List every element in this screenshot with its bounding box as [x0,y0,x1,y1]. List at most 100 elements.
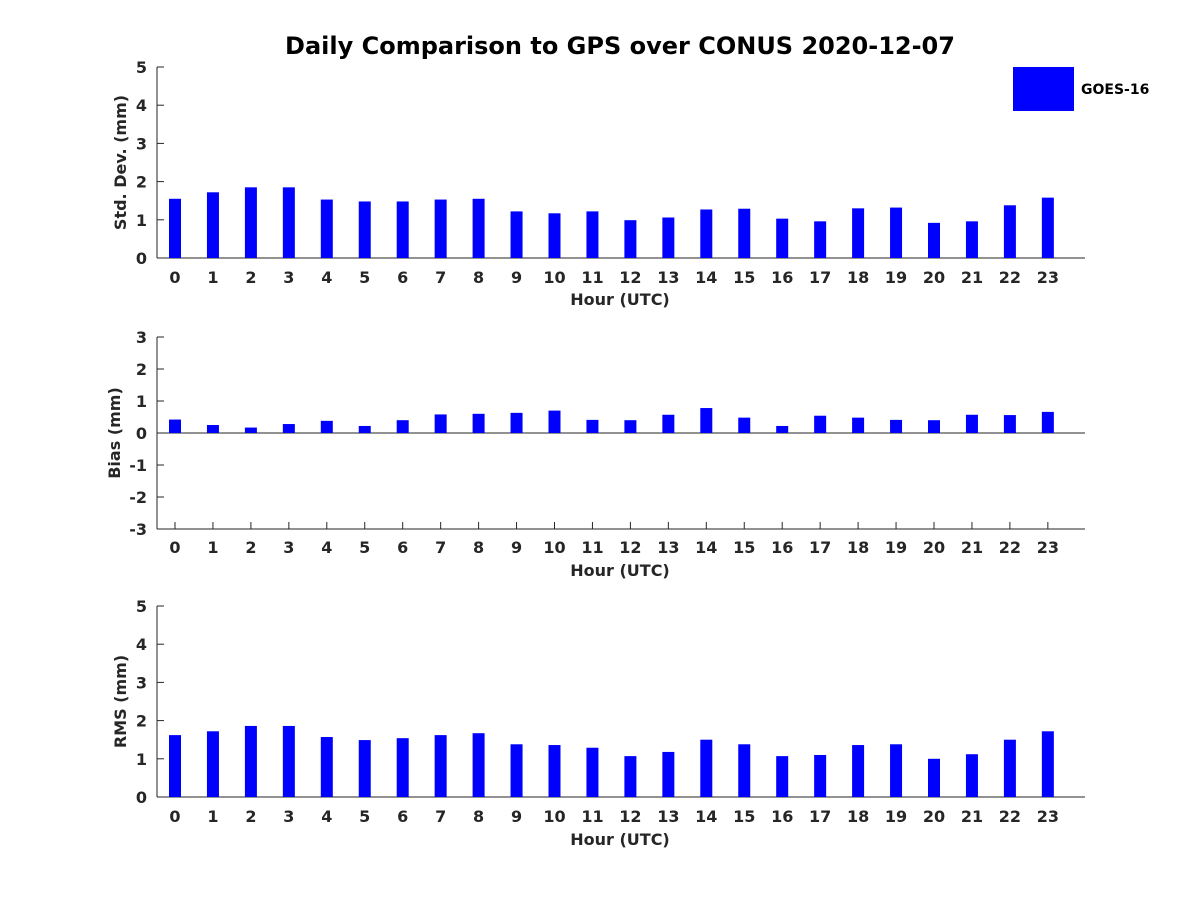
bias-x-tick-label: 0 [169,538,180,557]
rms-bar [244,725,257,797]
rms-bar [700,739,713,797]
std-bar [282,187,295,258]
bias-x-tick-label: 12 [619,538,641,557]
bias-bar [282,424,295,433]
rms-bar [890,744,903,797]
std-y-tick-label: 0 [136,249,147,268]
rms-bar [169,735,181,797]
rms-x-axis-label: Hour (UTC) [570,830,670,849]
rms-x-tick-label: 0 [169,807,180,826]
std-bar [358,201,371,258]
bias-bar [586,419,599,433]
bias-bar [510,412,523,433]
bias-bar [662,414,675,433]
std-bar [700,209,713,258]
bias-x-tick-label: 6 [397,538,408,557]
std-bar [586,211,599,258]
rms-bar [472,733,485,797]
std-bar [1003,205,1016,258]
bias-x-tick-label: 20 [923,538,945,557]
bias-bar [320,420,333,433]
rms-y-tick-label: 4 [136,635,147,654]
rms-y-tick-label: 1 [136,750,147,769]
std-bar [510,211,523,258]
rms-x-tick-label: 9 [511,807,522,826]
bias-x-tick-label: 4 [321,538,332,557]
bias-x-tick-label: 8 [473,538,484,557]
rms-x-tick-label: 18 [847,807,869,826]
bias-x-tick-label: 22 [999,538,1021,557]
bias-bar [928,420,940,433]
rms-x-tick-label: 15 [733,807,755,826]
rms-y-tick-label: 5 [136,597,147,616]
rms-y-tick-label: 3 [136,673,147,692]
rms-x-tick-label: 7 [435,807,446,826]
rms-x-tick-label: 12 [619,807,641,826]
bias-x-tick-label: 11 [581,538,603,557]
bias-y-tick-label: -2 [129,488,147,507]
bias-bar [472,413,485,433]
std-x-axis-label: Hour (UTC) [570,290,670,309]
rms-bar [852,745,865,797]
bias-bar [852,417,865,433]
rms-x-tick-label: 13 [657,807,679,826]
std-x-tick-label: 23 [1037,268,1059,287]
bias-y-tick-label: 1 [136,392,147,411]
bias-x-tick-label: 19 [885,538,907,557]
rms-x-tick-label: 21 [961,807,983,826]
rms-x-tick-label: 20 [923,807,945,826]
std-x-tick-label: 0 [169,268,180,287]
rms-bar [928,758,940,797]
bias-x-tick-label: 7 [435,538,446,557]
rms-bar [434,735,447,797]
rms-x-tick-label: 5 [359,807,370,826]
bias-x-tick-label: 10 [543,538,565,557]
rms-x-tick-label: 1 [207,807,218,826]
bias-bar [396,420,409,433]
bias-x-tick-label: 14 [695,538,717,557]
rms-bar [814,754,827,797]
bias-x-tick-label: 23 [1037,538,1059,557]
std-x-tick-label: 19 [885,268,907,287]
legend-swatch-goes16 [1013,67,1074,111]
std-bar [965,221,978,258]
std-bar [890,207,903,258]
rms-x-tick-label: 11 [581,807,603,826]
std-x-tick-label: 16 [771,268,793,287]
rms-bar [548,745,561,797]
bias-bar [1041,411,1054,433]
std-x-tick-label: 2 [245,268,256,287]
rms-bar [738,744,751,797]
std-y-tick-label: 3 [136,134,147,153]
bias-x-tick-label: 15 [733,538,755,557]
std-x-tick-label: 4 [321,268,332,287]
rms-x-tick-label: 17 [809,807,831,826]
rms-y-tick-label: 0 [136,788,147,807]
bias-bar [890,419,903,433]
rms-x-tick-label: 4 [321,807,332,826]
bias-x-tick-label: 17 [809,538,831,557]
std-bar [548,213,561,258]
bias-bar [700,408,713,433]
rms-x-tick-label: 8 [473,807,484,826]
std-x-tick-label: 10 [543,268,565,287]
rms-bar [510,744,523,797]
rms-bar [1041,731,1054,797]
std-bar [814,221,827,258]
std-bar [852,208,865,258]
bias-x-tick-label: 2 [245,538,256,557]
std-y-tick-label: 4 [136,96,147,115]
legend: GOES-16 [1013,67,1149,111]
std-x-tick-label: 1 [207,268,218,287]
std-bar [1041,197,1054,258]
std-x-tick-label: 3 [283,268,294,287]
bias-x-tick-label: 5 [359,538,370,557]
std-y-axis-label: Std. Dev. (mm) [111,95,130,230]
std-y-tick-label: 1 [136,211,147,230]
std-bar [662,217,675,258]
std-x-tick-label: 15 [733,268,755,287]
rms-x-tick-label: 3 [283,807,294,826]
std-bar [320,199,333,258]
